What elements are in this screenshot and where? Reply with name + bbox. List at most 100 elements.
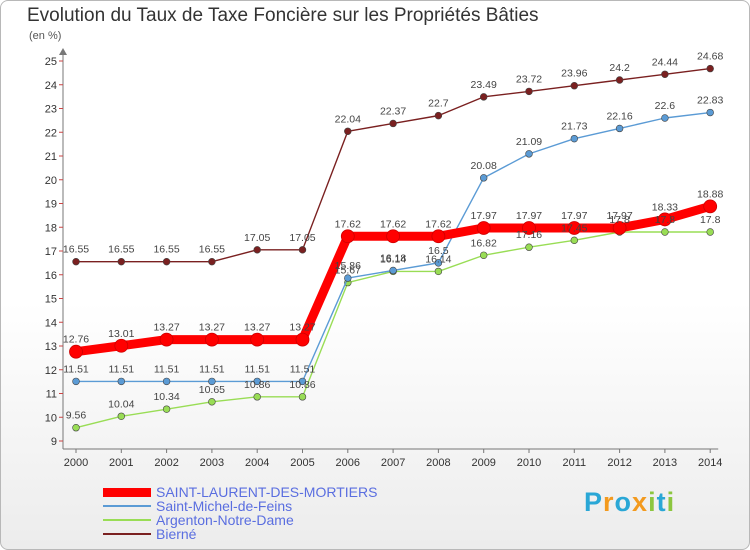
data-point [344, 274, 352, 282]
data-point [208, 398, 216, 406]
data-point [253, 246, 261, 254]
data-point [525, 243, 533, 251]
y-tick-label: 22 [45, 127, 57, 139]
data-label: 23.72 [516, 73, 542, 85]
data-label: 17.8 [700, 214, 721, 226]
data-point [72, 377, 80, 386]
data-label: 18.33 [652, 201, 678, 213]
x-tick-label: 2002 [154, 457, 178, 469]
data-label: 17.05 [289, 232, 315, 244]
series-layer [69, 64, 718, 432]
y-tick-label: 11 [46, 389, 57, 401]
y-tick-label: 17 [45, 246, 57, 258]
data-label: 16.14 [425, 253, 451, 265]
data-label: 21.73 [561, 121, 587, 133]
data-label: 21.09 [516, 136, 542, 148]
data-point [476, 221, 491, 235]
data-point [434, 259, 443, 267]
data-label: 18.88 [697, 188, 723, 200]
data-point [386, 229, 401, 244]
data-label: 17.97 [561, 210, 587, 222]
x-tick-label: 2008 [426, 457, 450, 469]
x-tick-label: 2010 [517, 457, 541, 469]
data-label: 17.62 [380, 218, 406, 230]
data-point [612, 221, 627, 235]
brand-letter: t [656, 487, 667, 517]
data-point [253, 393, 261, 401]
x-tick-label: 2006 [336, 457, 360, 469]
data-label: 16.55 [153, 244, 179, 256]
data-point [162, 405, 171, 413]
y-tick-label: 24 [45, 80, 57, 92]
data-point [431, 229, 446, 244]
legend-label: Bierné [156, 526, 197, 542]
data-label: 10.65 [199, 384, 225, 396]
data-point [706, 108, 714, 117]
y-tick-label: 19 [45, 199, 57, 211]
y-tick-label: 9 [51, 436, 57, 448]
data-label: 13.27 [244, 322, 270, 334]
data-label: 22.7 [428, 98, 449, 110]
data-point [298, 377, 307, 386]
legend-label: Saint-Michel-de-Feins [156, 498, 293, 514]
data-label: 15.67 [335, 265, 361, 277]
y-tick-label: 14 [45, 317, 57, 329]
chart-title: Evolution du Taux de Taxe Foncière sur l… [27, 5, 539, 26]
data-label: 17.45 [561, 222, 587, 234]
data-point [389, 119, 397, 128]
data-point [114, 338, 129, 353]
brand-letter: o [614, 487, 633, 517]
data-label: 22.6 [655, 100, 676, 112]
brand-letter: i [666, 487, 676, 517]
legend-swatch [103, 519, 151, 521]
legend-label: SAINT-LAURENT-DES-MORTIERS [156, 484, 378, 500]
data-label: 17.97 [516, 210, 542, 222]
legend-swatch [103, 487, 151, 497]
data-point [69, 344, 83, 359]
x-tick-label: 2012 [607, 457, 631, 469]
axes: 9 10 11 12 13 14 15 16 17 18 19 20 21 22 23 24 25 2000 200… [45, 48, 722, 469]
y-tick-label: 25 [45, 56, 57, 68]
y-tick-label: 18 [45, 222, 57, 234]
data-label: 22.04 [335, 113, 361, 125]
data-label: 16.5 [428, 245, 449, 257]
data-label: 17.05 [244, 232, 270, 244]
y-tick-label: 16 [45, 270, 57, 282]
data-labels: 12.76 13.01 13.27 13.27 13.27 13.27 17.62 17.62… [63, 51, 724, 422]
data-point [250, 332, 265, 347]
data-label: 11.51 [109, 363, 135, 375]
brand-letter: P [584, 487, 604, 517]
data-point [117, 257, 126, 266]
data-point [570, 236, 578, 245]
data-point [208, 377, 216, 386]
data-label: 16.14 [380, 253, 406, 265]
data-point [480, 174, 488, 182]
data-label: 24.2 [609, 62, 630, 74]
data-point [117, 412, 126, 420]
data-label: 17.97 [471, 210, 497, 222]
data-label: 13.27 [199, 322, 225, 334]
series-3 [72, 64, 714, 266]
y-axis-arrow-icon [59, 48, 67, 55]
data-point [162, 257, 171, 266]
data-point [208, 257, 216, 266]
data-label: 11.51 [290, 363, 316, 375]
data-label: 15.86 [335, 260, 361, 272]
data-point [72, 257, 80, 266]
data-label: 13.01 [108, 328, 134, 340]
data-point [706, 64, 714, 73]
x-tick-label: 2005 [290, 457, 314, 469]
data-label: 11.51 [244, 363, 270, 375]
data-label: 17.8 [655, 214, 676, 226]
data-point [703, 199, 718, 214]
brand-letter: i [648, 487, 657, 517]
data-point [295, 332, 310, 347]
chart-subtitle: (en %) [29, 30, 62, 42]
brand-logo: Proxiti [584, 487, 675, 518]
y-tick-label: 12 [45, 365, 57, 377]
series-2 [72, 228, 714, 432]
data-label: 16.18 [380, 252, 406, 264]
data-label: 9.56 [66, 410, 87, 422]
